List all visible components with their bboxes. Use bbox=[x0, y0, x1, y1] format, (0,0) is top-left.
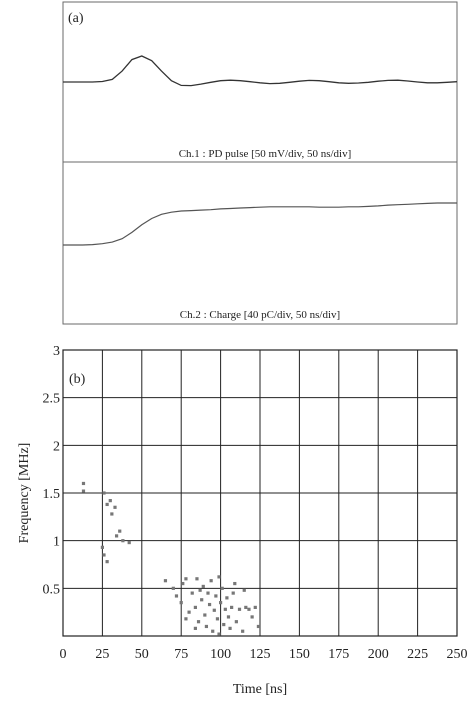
scatter-point bbox=[196, 620, 201, 624]
scatter-point bbox=[198, 588, 202, 592]
scatter-point bbox=[204, 624, 209, 629]
ch2-caption: Ch.2 : Charge [40 pC/div, 50 ns/div] bbox=[180, 309, 340, 321]
scatter-point bbox=[237, 607, 242, 611]
y-tick-label: 0.5 bbox=[43, 582, 61, 597]
scatter-point bbox=[100, 545, 104, 549]
x-tick-labels: 0 25 50 75 100 125 150 175 200 225 250 bbox=[60, 647, 468, 662]
scatter-point bbox=[241, 629, 245, 633]
panel-b-label: (b) bbox=[69, 372, 86, 387]
scatter-point bbox=[203, 613, 207, 617]
y-tick-label: 1 bbox=[53, 535, 60, 550]
scatter-points bbox=[81, 481, 261, 636]
x-tick-label: 50 bbox=[135, 647, 149, 662]
x-tick-label: 25 bbox=[95, 647, 109, 662]
scatter-point bbox=[256, 624, 261, 629]
panel-a-frame bbox=[62, 1, 458, 325]
scatter-point bbox=[110, 512, 114, 516]
scatter-point bbox=[181, 581, 185, 586]
scatter-point bbox=[222, 622, 226, 627]
scatter-point bbox=[195, 577, 199, 581]
ch1-caption: Ch.1 : PD pulse [50 mV/div, 50 ns/div] bbox=[179, 148, 352, 160]
x-tick-label: 0 bbox=[60, 647, 67, 662]
y-tick-label: 2.5 bbox=[43, 392, 61, 407]
x-tick-label: 175 bbox=[328, 647, 349, 662]
panel-a-label: (a) bbox=[68, 11, 84, 26]
scatter-point bbox=[193, 605, 197, 609]
x-tick-label: 75 bbox=[174, 647, 188, 662]
scatter-point bbox=[193, 626, 197, 630]
scatter-point bbox=[247, 607, 251, 611]
ch2-charge-trace bbox=[63, 202, 457, 246]
ch1-pd-pulse-trace bbox=[63, 55, 458, 87]
scatter-point bbox=[253, 605, 257, 609]
scatter-point bbox=[184, 617, 188, 621]
scatter-point bbox=[200, 598, 204, 602]
y-tick-label: 2 bbox=[53, 439, 60, 454]
scatter-point bbox=[231, 591, 235, 595]
x-tick-label: 150 bbox=[289, 647, 310, 662]
scatter-point bbox=[214, 594, 218, 598]
scatter-point bbox=[233, 581, 237, 586]
scatter-point bbox=[81, 481, 86, 486]
scatter-point bbox=[234, 620, 238, 624]
x-tick-label: 200 bbox=[368, 647, 389, 662]
scatter-point bbox=[217, 632, 221, 636]
scatter-point bbox=[163, 579, 168, 583]
panel-b: (b) 0 25 50 75 100 125 150 175 200 225 250 0.5 1 1.5… bbox=[17, 344, 468, 697]
scatter-point bbox=[113, 505, 117, 509]
scatter-point bbox=[179, 601, 183, 605]
panel-b-frame bbox=[62, 349, 458, 637]
scatter-point bbox=[174, 594, 179, 598]
scatter-point bbox=[225, 596, 229, 600]
scatter-point bbox=[190, 591, 194, 595]
scatter-point bbox=[105, 502, 109, 507]
x-tick-label: 125 bbox=[250, 647, 271, 662]
scatter-point bbox=[108, 499, 112, 503]
x-tick-label: 100 bbox=[210, 647, 231, 662]
scatter-point bbox=[127, 540, 131, 545]
scatter-point bbox=[114, 534, 119, 538]
scatter-point bbox=[217, 575, 221, 579]
y-tick-labels: 0.5 1 1.5 2 2.5 3 bbox=[43, 344, 61, 597]
scatter-point bbox=[211, 629, 215, 633]
scatter-point bbox=[228, 626, 232, 630]
scatter-point bbox=[171, 586, 175, 590]
scatter-point bbox=[209, 579, 213, 583]
scatter-point bbox=[223, 607, 227, 611]
scatter-point bbox=[184, 577, 188, 581]
scatter-point bbox=[212, 608, 216, 612]
x-tick-label: 250 bbox=[447, 647, 468, 662]
x-tick-label: 225 bbox=[407, 647, 428, 662]
scatter-point bbox=[206, 591, 210, 595]
scatter-point bbox=[230, 605, 234, 609]
y-axis-label: Frequency [MHz] bbox=[17, 443, 32, 544]
scatter-point bbox=[105, 560, 109, 564]
panel-b-grid bbox=[62, 349, 458, 636]
scatter-point bbox=[102, 491, 106, 495]
panel-a: (a) Ch.1 : PD pulse [50 mV/div, 50 ns/di… bbox=[62, 1, 458, 325]
scatter-point bbox=[220, 586, 224, 590]
y-tick-label: 1.5 bbox=[43, 487, 61, 502]
scatter-point bbox=[81, 489, 86, 493]
x-axis-label: Time [ns] bbox=[233, 682, 287, 697]
scatter-point bbox=[201, 584, 205, 589]
scatter-point bbox=[121, 539, 125, 543]
scatter-point bbox=[226, 615, 231, 619]
scatter-point bbox=[187, 610, 191, 614]
scatter-point bbox=[244, 605, 248, 609]
scatter-point bbox=[118, 529, 122, 533]
scatter-point bbox=[102, 553, 106, 557]
scatter-point bbox=[207, 602, 212, 607]
scatter-point bbox=[219, 601, 223, 605]
scatter-point bbox=[242, 588, 246, 592]
y-tick-label: 3 bbox=[53, 344, 60, 359]
scatter-point bbox=[250, 615, 254, 619]
scatter-point bbox=[215, 617, 220, 621]
